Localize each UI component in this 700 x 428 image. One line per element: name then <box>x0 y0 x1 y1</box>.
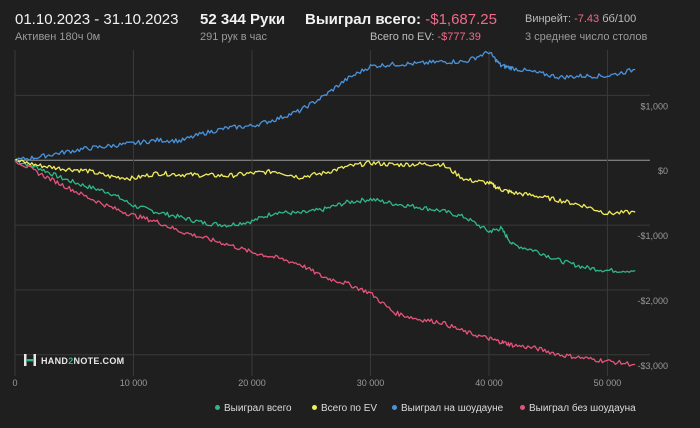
active-time: Активен 180ч 0м <box>15 31 101 43</box>
ev-total-value: -$777.39 <box>437 31 481 43</box>
legend-item-ev[interactable]: Всего по EV <box>312 403 377 414</box>
hands-count: 52 344 Руки <box>200 11 286 28</box>
y-tick-label: $0 <box>658 166 668 176</box>
winrate-value: -7.43 <box>574 13 600 25</box>
hands-per-hour: 291 рук в час <box>200 31 268 43</box>
logo-text-2: 2 <box>68 356 74 366</box>
winrate-unit: бб/100 <box>602 13 637 25</box>
x-tick-label: 20 000 <box>238 378 266 388</box>
grid-lines <box>14 50 650 376</box>
logo-text-hand: HAND <box>41 356 69 366</box>
legend-label: Выиграл всего <box>224 403 292 414</box>
logo-text-note: NOTE.COM <box>73 356 125 366</box>
hand2note-logo: HAND2NOTE.COM <box>22 352 124 368</box>
legend-dot-icon <box>520 405 525 410</box>
legend-label: Всего по EV <box>321 403 378 414</box>
legend-dot-icon <box>392 405 397 410</box>
chart-area: $1,000 $0 -$1,000 -$2,000 -$3,000 0 10 000 20 … <box>12 50 668 388</box>
legend-item-won-total[interactable]: Выиграл всего <box>215 403 292 414</box>
won-total-line <box>14 159 636 274</box>
ev-total-summary: Всего по EV: -$777.39 <box>370 31 481 43</box>
series-lines <box>14 50 636 367</box>
x-tick-label: 50 000 <box>594 378 622 388</box>
x-tick-label: 30 000 <box>357 378 385 388</box>
avg-tables: 3 среднее число столов <box>525 31 648 43</box>
legend-label: Выиграл без шоудауна <box>529 403 636 414</box>
x-tick-label: 10 000 <box>120 378 148 388</box>
legend-dot-icon <box>312 405 317 410</box>
x-axis-labels: 0 10 000 20 000 30 000 40 000 50 000 <box>12 378 621 388</box>
won-total-summary: Выиграл всего: -$1,687.25 <box>305 11 497 28</box>
hand2note-logo-icon <box>24 354 36 366</box>
y-tick-label: -$2,000 <box>637 296 668 306</box>
date-range: 01.10.2023 - 31.10.2023 <box>15 11 179 28</box>
legend-item-showdown[interactable]: Выиграл на шоудауне <box>392 403 503 414</box>
won-total-value: -$1,687.25 <box>425 11 497 28</box>
x-tick-label: 0 <box>12 378 17 388</box>
ev-line <box>14 158 636 216</box>
y-tick-label: $1,000 <box>640 101 668 111</box>
y-tick-label: -$1,000 <box>637 231 668 241</box>
non-showdown-line <box>14 159 636 367</box>
ev-total-label: Всего по EV: <box>370 31 435 43</box>
showdown-line <box>14 50 636 163</box>
legend-label: Выиграл на шоудауне <box>401 403 504 414</box>
y-tick-label: -$3,000 <box>637 361 668 371</box>
won-total-label: Выиграл всего: <box>305 11 422 28</box>
legend-dot-icon <box>215 405 220 410</box>
legend-item-non-showdown[interactable]: Выиграл без шоудауна <box>520 403 636 414</box>
winrate: Винрейт: -7.43 бб/100 <box>525 13 636 25</box>
chart-legend: Выиграл всего Всего по EV Выиграл на шоу… <box>0 403 700 419</box>
x-tick-label: 40 000 <box>475 378 503 388</box>
y-axis-labels: $1,000 $0 -$1,000 -$2,000 -$3,000 <box>637 101 668 370</box>
winrate-label: Винрейт: <box>525 13 572 25</box>
summary-header: 01.10.2023 - 31.10.2023 Активен 180ч 0м … <box>0 0 700 50</box>
